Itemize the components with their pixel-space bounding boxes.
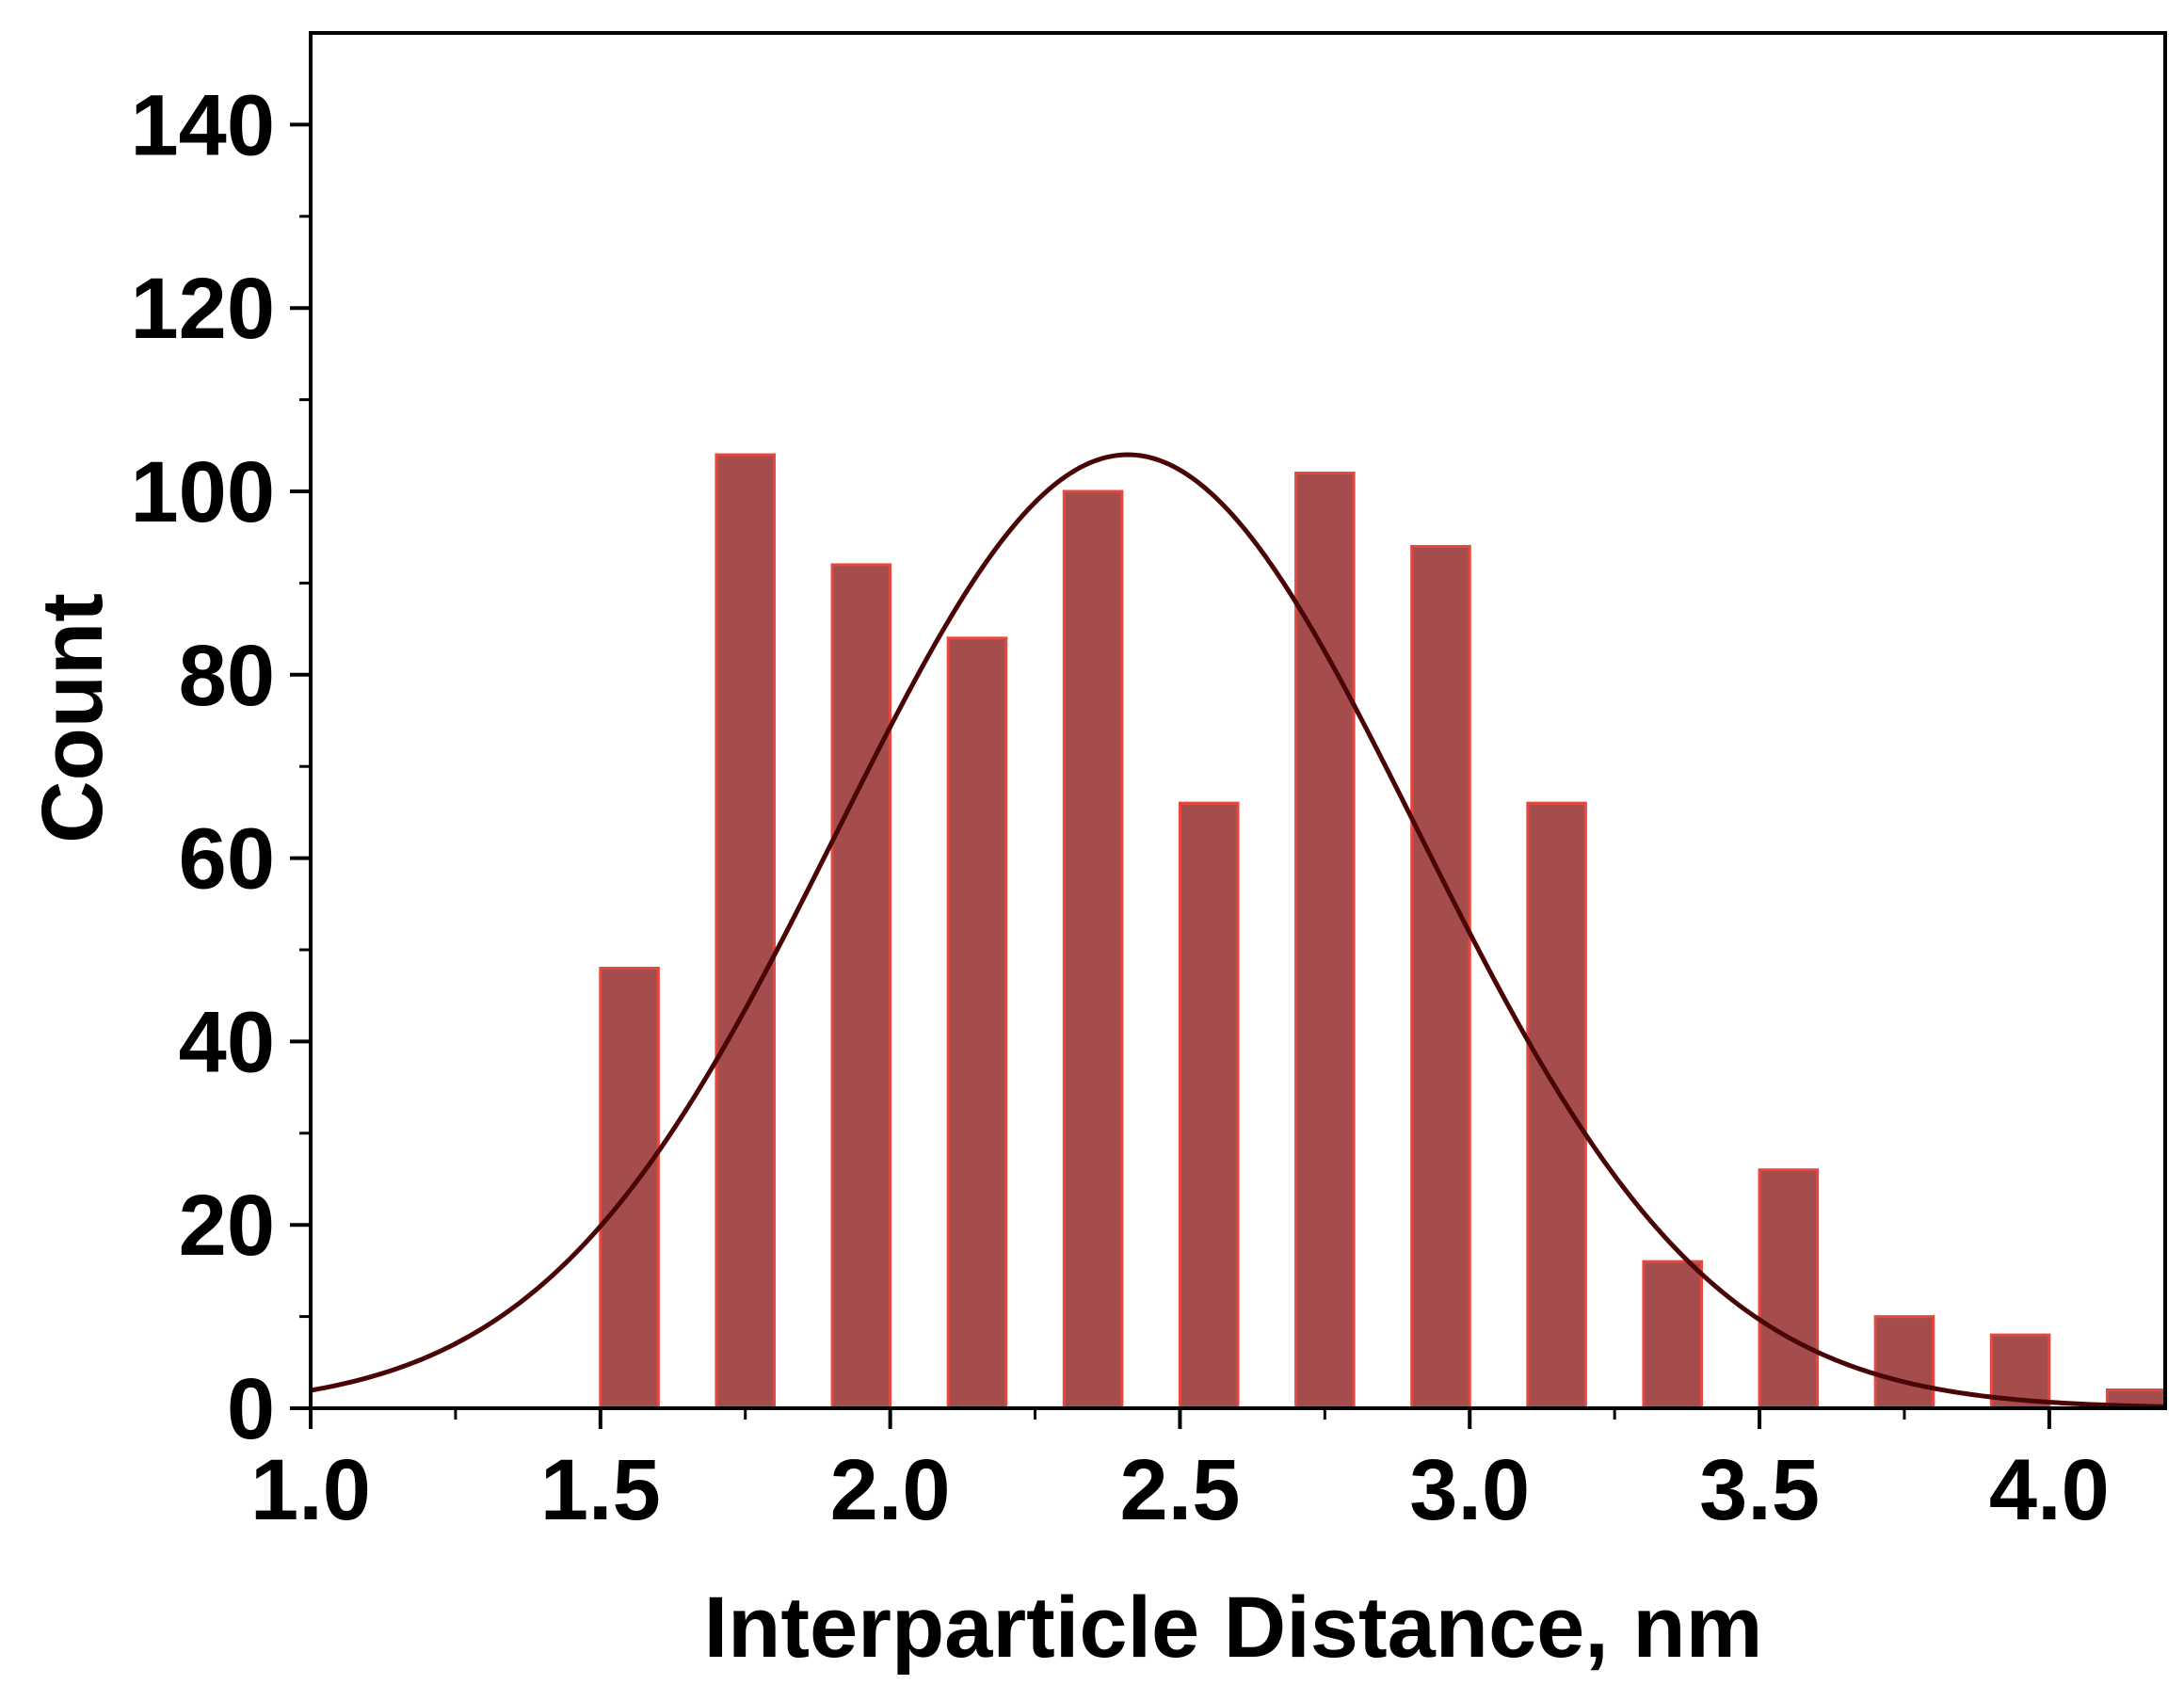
y-tick-label-6: 120 [131,261,276,357]
bar-3 [946,636,1008,1410]
bar-10 [1758,1168,1820,1410]
x-tick-label-6: 4.0 [1989,1442,2110,1538]
plot-frame [309,31,2167,1410]
y-tick-label-2: 40 [179,994,275,1090]
y-axis-title: Count [24,593,120,843]
gaussian-fit-line [310,452,2166,1409]
x-tick-label-2: 2.0 [830,1442,951,1538]
y-tick-label-4: 80 [179,628,275,724]
x-tick-label-1: 1.5 [540,1442,661,1538]
bar-4 [1062,489,1124,1410]
y-tick-label-3: 60 [179,811,275,907]
y-tick-label-0: 0 [227,1361,275,1457]
bar-2 [830,563,892,1410]
axes-group [309,31,2167,1410]
x-tick-label-0: 1.0 [250,1442,371,1538]
y-axis-ticks: 0 20 40 60 80 100 120 140 [131,77,311,1457]
bar-7 [1410,544,1471,1410]
x-tick-label-4: 3.0 [1409,1442,1530,1538]
fit-curve-group [310,452,2166,1409]
x-tick-label-3: 2.5 [1119,1442,1240,1538]
bar-1 [715,453,776,1410]
bar-9 [1642,1260,1703,1410]
y-tick-label-1: 20 [179,1178,275,1274]
y-tick-label-7: 140 [131,77,276,173]
bars-group [599,453,2167,1410]
bar-6 [1294,472,1356,1410]
x-axis-ticks: 1.0 1.5 2.0 2.5 3.0 3.5 4.0 [250,1408,2110,1538]
bar-8 [1526,801,1587,1410]
x-axis-title: Interparticle Distance, nm [704,1580,1763,1676]
x-tick-label-5: 3.5 [1699,1442,1820,1538]
bar-11 [1873,1315,1935,1410]
bar-5 [1178,801,1240,1410]
y-tick-label-5: 100 [131,444,276,540]
